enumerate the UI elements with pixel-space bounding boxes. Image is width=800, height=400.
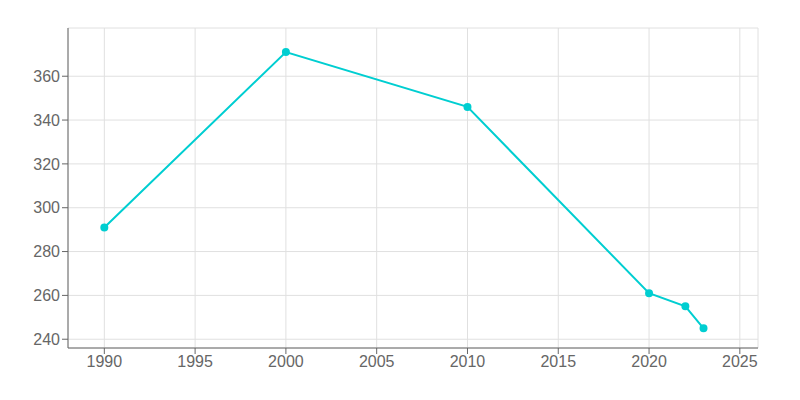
svg-text:2005: 2005 (359, 353, 395, 370)
svg-text:1995: 1995 (177, 353, 213, 370)
svg-text:1990: 1990 (87, 353, 123, 370)
svg-text:360: 360 (33, 68, 60, 85)
svg-text:320: 320 (33, 156, 60, 173)
svg-text:2015: 2015 (540, 353, 576, 370)
svg-text:300: 300 (33, 199, 60, 216)
svg-text:2000: 2000 (268, 353, 304, 370)
svg-text:2025: 2025 (722, 353, 758, 370)
svg-text:2010: 2010 (450, 353, 486, 370)
svg-text:2020: 2020 (631, 353, 667, 370)
svg-text:260: 260 (33, 287, 60, 304)
svg-text:340: 340 (33, 112, 60, 129)
svg-text:240: 240 (33, 331, 60, 348)
svg-text:280: 280 (33, 243, 60, 260)
